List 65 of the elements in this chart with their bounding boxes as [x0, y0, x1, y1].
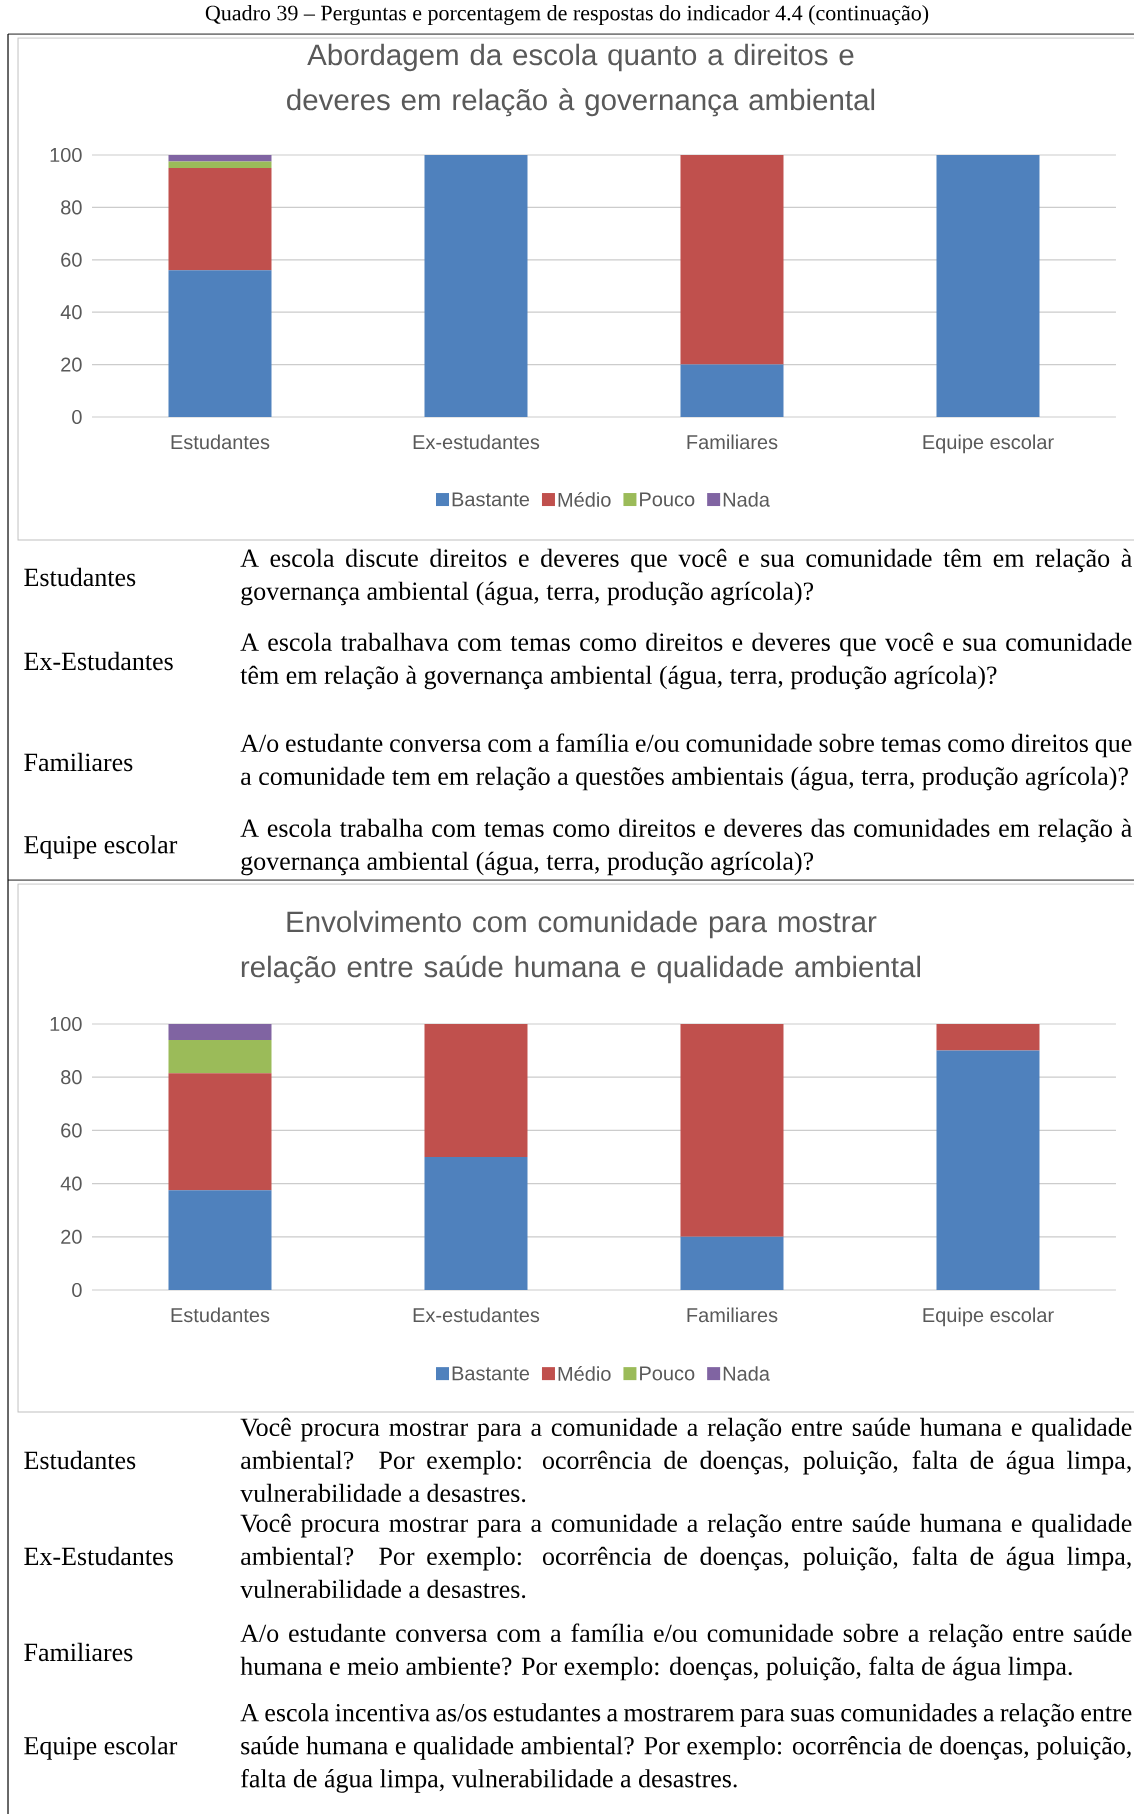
chart-title: Envolvimento com comunidade para mostrar relação entre saúde humana e qualidade ambiental [241, 910, 920, 984]
bar [936, 1050, 1040, 1290]
y-tick-label: 100 [50, 1016, 82, 1032]
y-tick-label: 20 [61, 1229, 82, 1244]
bar [424, 1023, 528, 1157]
y-tick-label: 60 [61, 252, 82, 267]
x-tick-label: Familiares [687, 434, 778, 450]
chart-title: Abordagem da escola quanto a direitos e deveres em relação à governança ambiental [287, 43, 875, 117]
bar [168, 161, 272, 169]
x-tick-label: Ex-estudantes [413, 434, 540, 450]
bar [168, 168, 272, 271]
legend-label: Pouco [640, 1366, 695, 1381]
bar [168, 1073, 272, 1191]
text: Quadro 39 – Perguntas e porcentagem de respostas do indicador 4.4 (continuação) [205, 4, 929, 25]
y-tick-label: 0 [72, 409, 82, 425]
text: A/o estudante conversa com a família e/ou comunidade sobre a relação entre saúde humana e meio ambiente? Por exemplo: doenças, poluição, falta de água limpa. [240, 1623, 1132, 1681]
text: A escola trabalha com temas como direitos e deveres das comunidades em relação à governança ambiental (água, terra, produção agrícola)? [240, 818, 1132, 876]
x-tick-label: Ex-estudantes [413, 1307, 540, 1323]
y-tick-label: 80 [61, 200, 82, 215]
legend-label: Nada [723, 492, 770, 507]
legend-label: Bastante [452, 492, 530, 507]
text: A escola incentiva as/os estudantes a mostrarem para suas comunidades a relação entre saúde humana e qualidade ambiental? Por exemplo: ocorrência de doenças, poluição, falta de água limpa, vulnerabilidade a desastres. [240, 1703, 1132, 1793]
bar [936, 154, 1040, 417]
text: Você procura mostrar para a comunidade a relação entre saúde humana e qualidade ambiental? Por exemplo: ocorrência de doenças, poluição, falta de água limpa, vulnerabilidade a desastres. [240, 1417, 1132, 1503]
text: Você procura mostrar para a comunidade a relação entre saúde humana e qualidade ambiental? Por exemplo: ocorrência de doenças, poluição, falta de água limpa, vulnerabilidade a desastres. [240, 1513, 1132, 1599]
bar [168, 1190, 272, 1290]
y-tick-label: 0 [72, 1282, 82, 1298]
text: Ex-Estudantes [24, 1546, 173, 1566]
bar [680, 364, 784, 417]
y-tick-label: 60 [61, 1123, 82, 1138]
legend-label: Médio [558, 1366, 611, 1381]
y-tick-label: 100 [50, 147, 82, 163]
text: Familiares [24, 1642, 133, 1662]
text: Equipe escolar [24, 835, 178, 859]
text: Ex-Estudantes [24, 651, 173, 671]
bar [680, 1236, 784, 1290]
x-tick-label: Equipe escolar [923, 434, 1054, 454]
y-tick-label: 40 [60, 1176, 82, 1191]
legend-label: Pouco [640, 492, 695, 507]
legend-label: Bastante [452, 1366, 530, 1381]
x-tick-label: Familiares [687, 1307, 778, 1323]
legend-label: Nada [723, 1366, 770, 1381]
bar [424, 1156, 528, 1290]
legend-label: Médio [558, 491, 611, 507]
bar [168, 154, 272, 162]
text: Equipe escolar [24, 1736, 178, 1760]
text: Estudantes [24, 567, 136, 587]
bar [168, 1039, 272, 1074]
bar [680, 1023, 784, 1237]
y-tick-label: 40 [60, 305, 82, 320]
x-tick-label: Equipe escolar [923, 1307, 1054, 1327]
x-tick-label: Estudantes [171, 434, 270, 450]
bar [424, 154, 528, 417]
bar [168, 1023, 272, 1040]
x-tick-label: Estudantes [171, 1307, 270, 1323]
y-tick-label: 20 [61, 357, 82, 372]
text: Familiares [24, 752, 133, 772]
text: A/o estudante conversa com a família e/ou comunidade sobre temas como direitos que a comunidade tem em relação a questões ambientais (água, terra, produção agrícola)? [240, 733, 1132, 791]
y-tick-label: 80 [61, 1070, 82, 1085]
bar [168, 270, 272, 417]
bar [936, 1023, 1040, 1051]
text: A escola trabalhava com temas como direitos e deveres que você e sua comunidade têm em relação à governança ambiental (água, terra, produção agrícola)? [240, 632, 1132, 690]
text: Estudantes [24, 1450, 136, 1470]
text: A escola discute direitos e deveres que você e sua comunidade têm em relação à governança ambiental (água, terra, produção agrícola)? [240, 548, 1132, 606]
bar [680, 154, 784, 365]
